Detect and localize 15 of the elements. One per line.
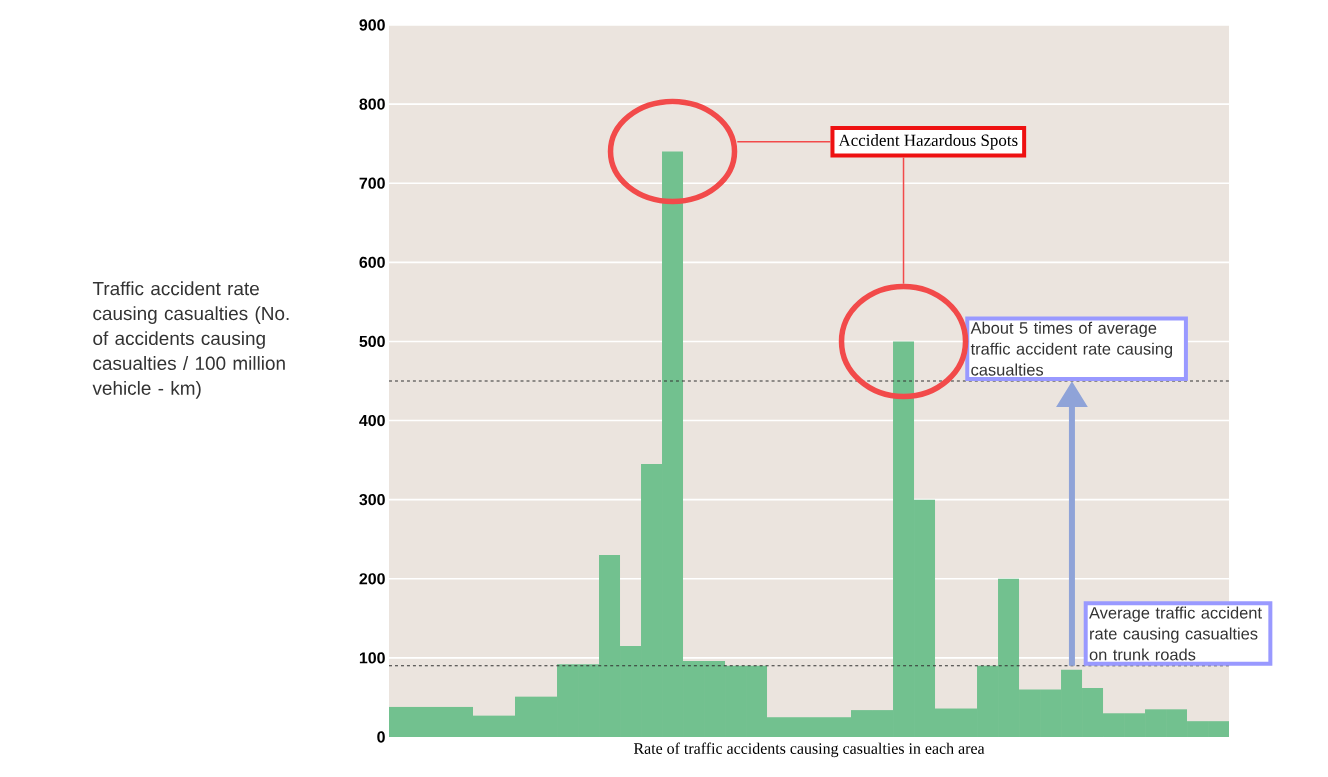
y-tick-label: 600 xyxy=(359,256,385,268)
y-tick-label: 300 xyxy=(359,494,385,506)
y-tick-label: 400 xyxy=(359,414,385,427)
y-tick-label: 100 xyxy=(359,652,385,664)
x-axis-title: Rate of traffic accidents causing casualties in each area xyxy=(633,742,985,758)
y-tick-label: 0 xyxy=(377,731,385,743)
y-tick-label: 500 xyxy=(359,335,385,348)
annotation: Accident Hazardous Spots xyxy=(838,134,1018,150)
y-tick-label: 200 xyxy=(359,573,385,585)
y-tick-label: 900 xyxy=(359,19,385,31)
y-tick-label: 800 xyxy=(359,98,385,110)
ref-line-label: Average traffic accident rate causing casualties on trunk roads xyxy=(1089,606,1262,661)
ref-line-label: About 5 times of average traffic accident rate causing casualties xyxy=(970,321,1173,376)
y-axis-title: Traffic accident rate causing casualties (No. of accidents causing casualties / 100 million vehicle - km) xyxy=(92,281,289,399)
y-tick-label: 700 xyxy=(359,177,385,189)
